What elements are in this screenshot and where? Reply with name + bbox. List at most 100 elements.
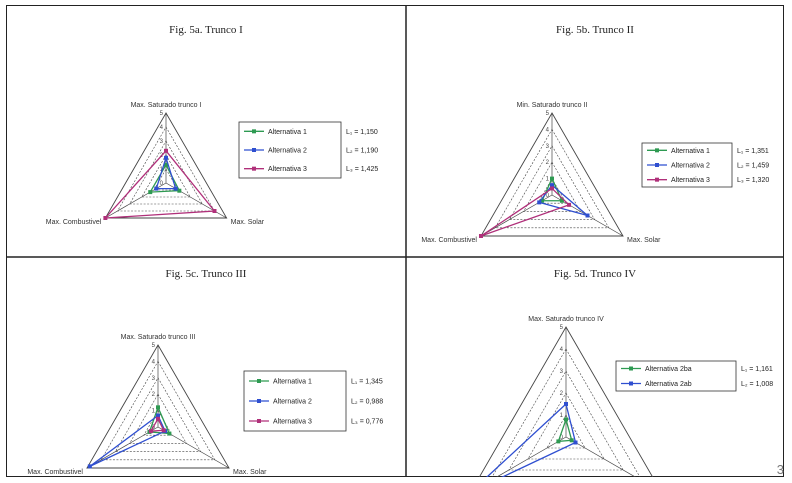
axis-label: Max. Solar: [233, 469, 267, 476]
series-point: [173, 186, 178, 191]
series-line: [155, 155, 177, 190]
chart-title: Fig. 5c. Trunco III: [166, 268, 247, 280]
legend-marker: [655, 148, 659, 153]
legend-entry: Alternativa 3: [268, 166, 307, 173]
axis-label: Max. Solar: [231, 219, 265, 226]
grid-ring: [527, 392, 605, 460]
axis-label: Max. Combustivel: [421, 237, 477, 244]
radar-grid: [480, 112, 624, 237]
series-line: [538, 184, 588, 217]
series-line: [480, 187, 571, 237]
grid-ring: [114, 377, 202, 452]
legend-entry: Alternativa 2: [268, 148, 307, 155]
axis-label: Max. Combustivel: [27, 469, 83, 476]
axis-label: Min. Saturado trunco II: [517, 102, 588, 109]
series-point: [156, 416, 160, 421]
series-stat: L₁ = 1,150: [346, 129, 378, 136]
series-point: [556, 439, 561, 444]
legend-entry: Alternativa 1: [268, 129, 307, 136]
series-point: [212, 209, 217, 213]
legend-marker: [629, 366, 633, 371]
series-stat: L₃ = 1,320: [737, 177, 769, 184]
tick-label: 5: [160, 111, 164, 117]
series-point: [177, 188, 182, 193]
grid-ring: [104, 112, 228, 219]
legend-entry: Alternativa 3: [671, 177, 710, 184]
series-stat: L₁ = 1,161: [741, 366, 773, 373]
panel-fig-5c: Fig. 5c. Trunco III 0 1 2 3 4 5 Max. Saturado t…: [6, 257, 406, 477]
series-point: [540, 198, 545, 203]
legend-marker: [655, 177, 659, 182]
series-point: [564, 402, 568, 406]
series-point: [585, 213, 590, 218]
legend-marker: [629, 381, 633, 386]
tick-label: 3: [546, 144, 550, 150]
chart-title: Fig. 5b. Trunco II: [556, 24, 634, 36]
series-point: [537, 200, 542, 205]
tick-label: 5: [152, 343, 156, 349]
series-point: [156, 405, 160, 410]
tick-label: 3: [160, 139, 164, 145]
tick-label: 5: [546, 111, 550, 117]
chart-title: Fig. 5d. Trunco IV: [554, 268, 636, 280]
radar-grid: [86, 344, 230, 469]
tick-label: 2: [546, 160, 550, 166]
legend: Alternativa 1 Alternativa 2 Alternativa 3: [243, 370, 347, 432]
series-line: [89, 414, 166, 467]
tick-label: 0: [560, 435, 564, 441]
series-point: [550, 183, 554, 188]
axis-label: Max. Saturado trunco I: [131, 102, 202, 109]
legend-marker: [655, 163, 659, 167]
radar-chart-svg: Fig. 5c. Trunco III 0 1 2 3 4 5 Max. Saturado t…: [27, 268, 383, 476]
tick-label: 5: [560, 325, 564, 331]
legend-entry: Alternativa 2ab: [645, 381, 692, 388]
tick-label: 2: [152, 392, 156, 398]
legend-marker: [252, 148, 256, 152]
grid-ring: [494, 128, 610, 229]
grid-ring: [116, 126, 216, 212]
tick-label: 4: [152, 359, 156, 365]
radar-chart-svg: Fig. 5b. Trunco II 0 1 2 3 4 5 Min. Saturado tr…: [421, 24, 769, 244]
series-stat: L₃ = 1,425: [346, 166, 378, 173]
panel-fig-5a: Fig. 5a. Trunco I 0 1 2 3 4 5 Max. Saturado tru…: [6, 5, 406, 257]
tick-label: 2: [560, 391, 564, 397]
series-stat: L₂ = 0,988: [351, 399, 383, 406]
tick-label: 1: [560, 413, 564, 419]
grid-ring: [508, 145, 596, 220]
series-point: [87, 464, 92, 469]
axis-spoke: [565, 436, 636, 477]
axis-label: Max. Combustivel: [46, 219, 102, 226]
series-stat: L₂ = 1,190: [346, 148, 378, 155]
series-line: [486, 402, 577, 477]
series-stat: L₂ = 1,008: [741, 381, 773, 388]
legend-marker: [257, 379, 261, 383]
series-point: [573, 440, 578, 445]
tick-label: 3: [152, 376, 156, 382]
tick-label: 4: [546, 127, 550, 133]
tick-label: 4: [160, 125, 164, 131]
legend-entry: Alternativa 1: [671, 148, 710, 155]
axis-spoke: [496, 436, 567, 477]
legend-marker: [252, 129, 256, 134]
series-point: [156, 413, 160, 418]
page-number: 3: [776, 462, 784, 477]
panel-fig-5d: Fig. 5d. Trunco IV 0 1 2 3 4 5 Max. Saturado tr…: [406, 257, 784, 477]
legend-entry: Alternativa 1: [273, 379, 312, 386]
legend-marker: [257, 399, 261, 403]
series-line: [557, 417, 573, 443]
series-point: [550, 186, 554, 191]
chart-title: Fig. 5a. Trunco I: [169, 24, 243, 36]
series-line: [148, 405, 171, 435]
figure-frame: [6, 5, 784, 477]
series-point: [167, 431, 172, 436]
radar-chart-svg: Fig. 5d. Trunco IV 0 1 2 3 4 5 Max. Saturado tr…: [478, 268, 773, 477]
legend-entry: Alternativa 2ba: [645, 366, 692, 373]
panel-fig-5b: Fig. 5b. Trunco II 0 1 2 3 4 5 Min. Saturado tr…: [406, 5, 784, 257]
grid-ring: [546, 414, 586, 449]
series-line: [149, 417, 165, 432]
series-stat: L₁ = 1,351: [737, 148, 769, 155]
series-line: [103, 149, 216, 219]
grid-ring: [100, 360, 216, 461]
